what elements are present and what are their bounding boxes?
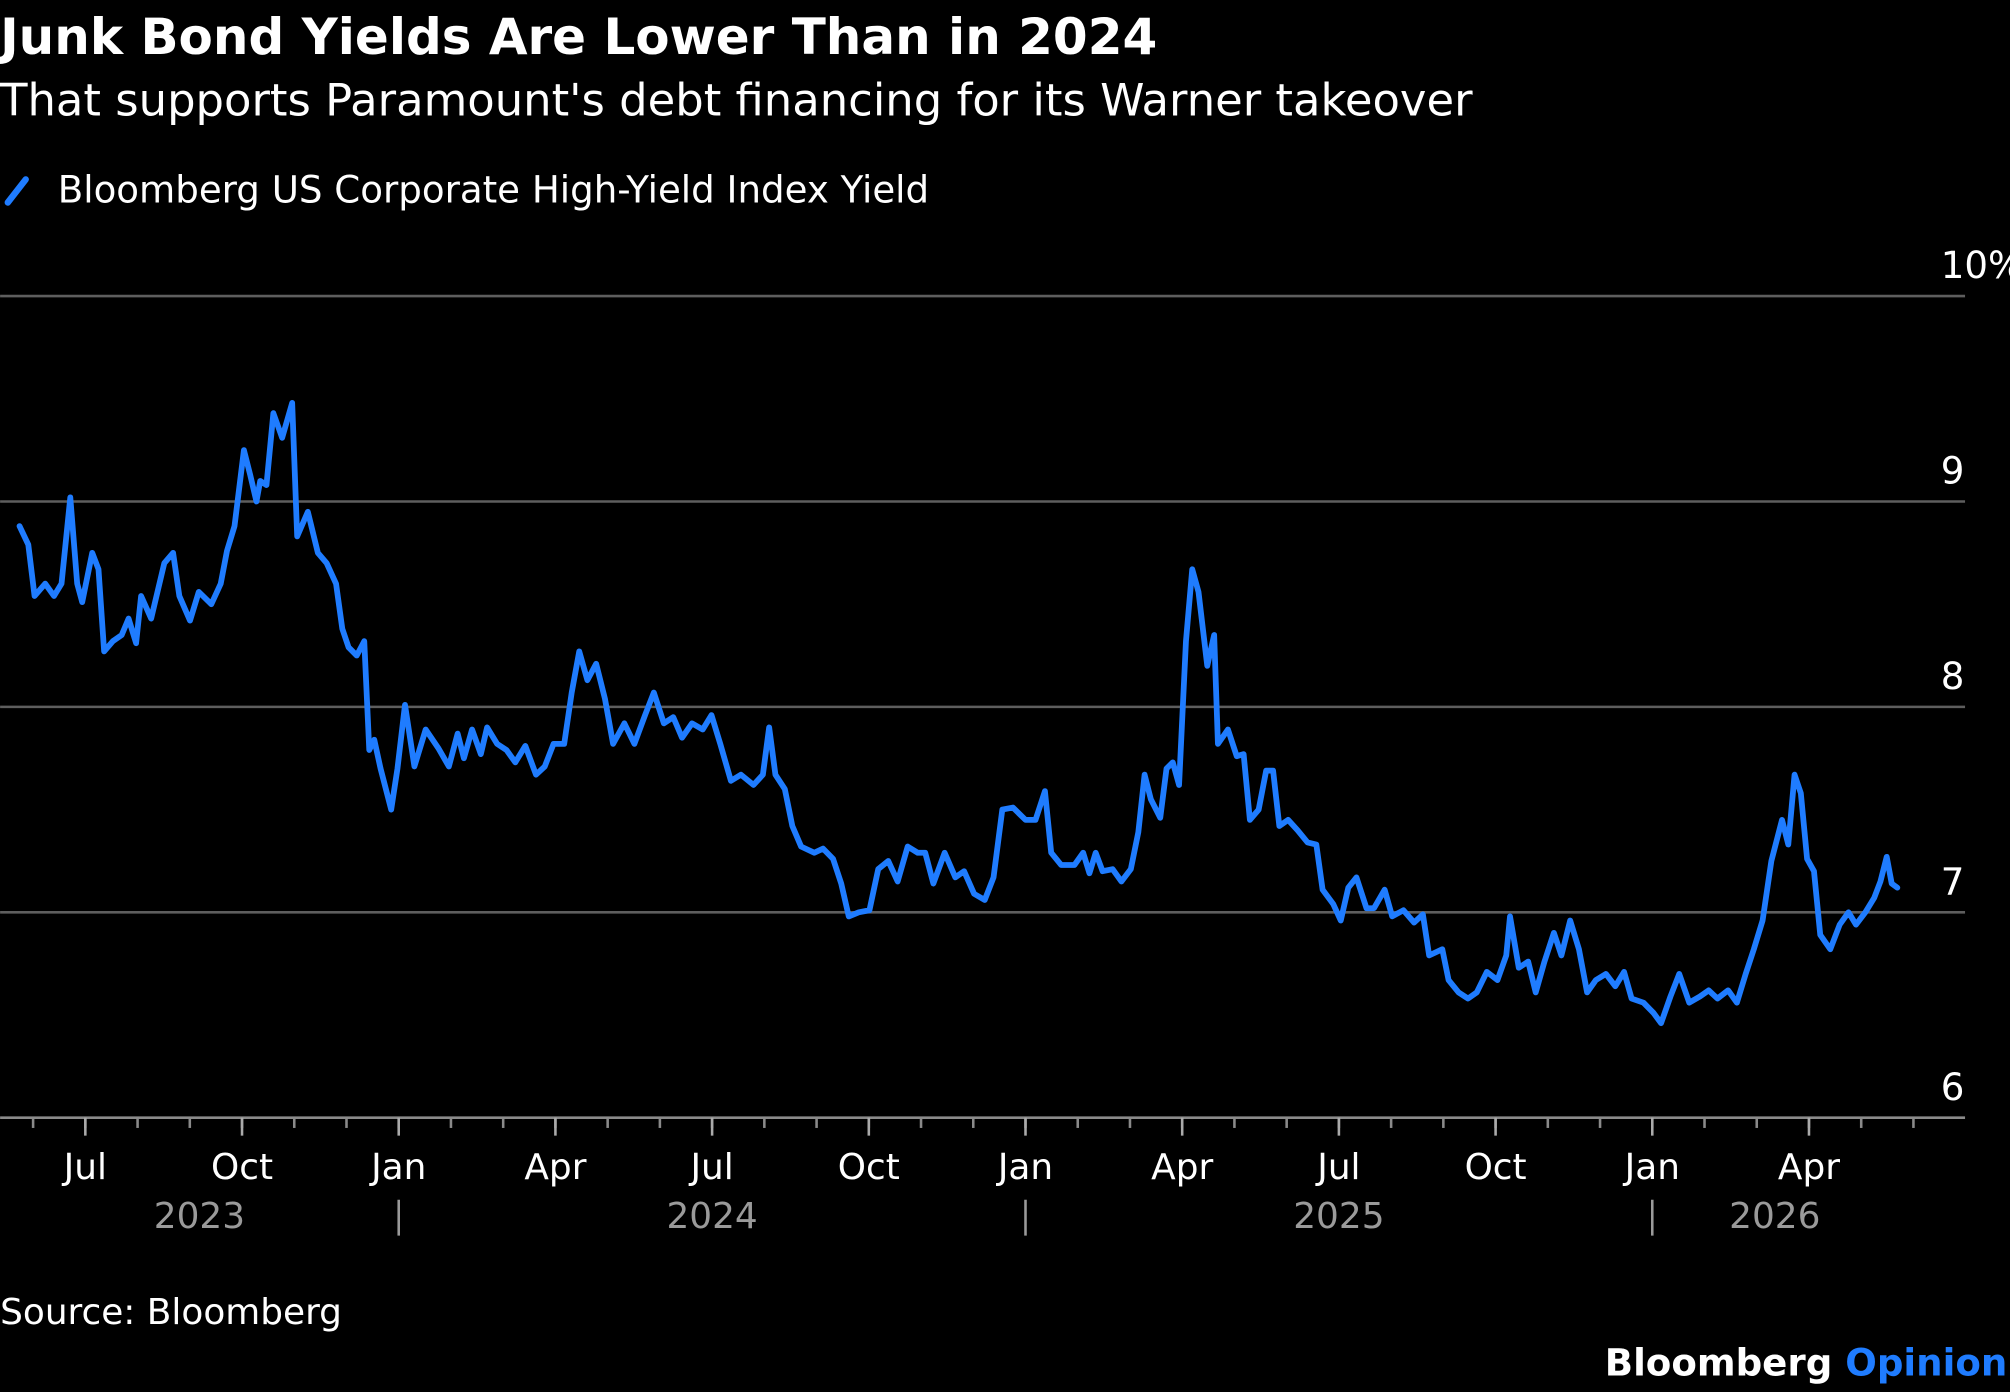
- y-tick-label: 9: [1941, 449, 1965, 493]
- series-line: [16, 400, 1901, 1027]
- x-tick-label: Jul: [1315, 1147, 1360, 1188]
- y-tick-label: 10%: [1941, 243, 2010, 287]
- x-tick-label: Oct: [838, 1147, 900, 1188]
- legend-label: Bloomberg US Corporate High-Yield Index …: [58, 168, 929, 212]
- legend: Bloomberg US Corporate High-Yield Index …: [4, 168, 929, 212]
- chart-title: Junk Bond Yields Are Lower Than in 2024: [0, 8, 1157, 66]
- x-tick-label: Oct: [1465, 1147, 1527, 1188]
- year-label: 2024: [666, 1196, 757, 1237]
- brand: Bloomberg Opinion: [1605, 1340, 2008, 1384]
- x-tick-label: Oct: [211, 1147, 273, 1188]
- year-label: 2023: [154, 1196, 245, 1237]
- brand-name: Bloomberg: [1605, 1340, 1833, 1384]
- brand-suffix: Opinion: [1845, 1340, 2007, 1384]
- y-tick-label: 6: [1941, 1065, 1965, 1109]
- x-tick-label: Jan: [1623, 1147, 1680, 1188]
- source: Source: Bloomberg: [0, 1292, 342, 1333]
- x-tick-label: Apr: [524, 1147, 586, 1188]
- x-tick-label: Jul: [688, 1147, 733, 1188]
- year-label: 2025: [1293, 1196, 1384, 1237]
- x-tick-label: Jan: [996, 1147, 1053, 1188]
- x-tick-label: Apr: [1151, 1147, 1213, 1188]
- x-tick-label: Jan: [369, 1147, 426, 1188]
- x-tick-label: Apr: [1778, 1147, 1840, 1188]
- y-tick-label: 7: [1941, 859, 1965, 903]
- x-tick-label: Jul: [62, 1147, 107, 1188]
- year-label: 2026: [1729, 1196, 1820, 1237]
- y-tick-label: 8: [1941, 654, 1965, 698]
- chart-subtitle: That supports Paramount's debt financing…: [0, 73, 1473, 126]
- legend-swatch: [4, 176, 29, 206]
